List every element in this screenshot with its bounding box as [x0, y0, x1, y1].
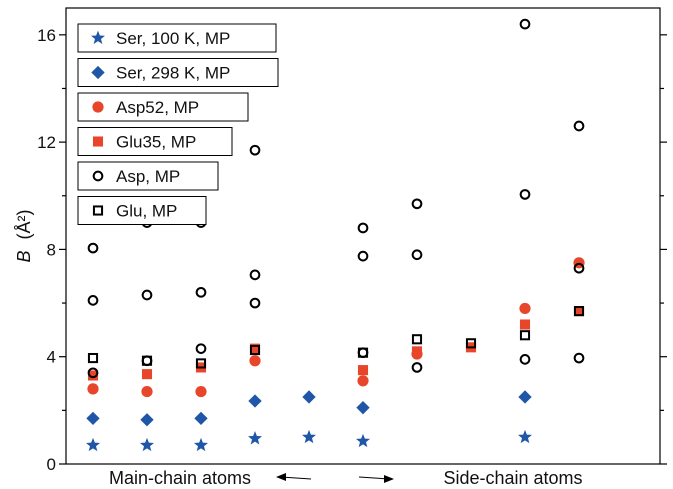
point-ser-298-k-mp — [356, 401, 370, 415]
right-arrow-head — [384, 475, 394, 483]
y-tick-label: 12 — [37, 133, 56, 152]
point-glu-mp — [573, 306, 585, 317]
point-glu35-mp — [573, 306, 585, 317]
legend-entry-box — [77, 92, 249, 122]
legend-label-asp-mp: Asp, MP — [116, 167, 180, 186]
point-ser-100-k-mp — [518, 429, 532, 444]
point-ser-298-k-mp — [194, 411, 208, 426]
point-glu-mp — [141, 355, 153, 366]
point-asp-mp — [573, 352, 585, 364]
legend-marker-glu35-mp — [92, 136, 104, 147]
legend-label-asp52-mp: Asp52, MP — [116, 98, 199, 117]
y-ticks — [59, 34, 667, 465]
legend-marker-asp52-mp — [92, 101, 104, 113]
point-asp-mp — [357, 250, 369, 262]
legend-marker-ser-298-k-mp — [91, 65, 105, 80]
point-glu-mp — [249, 344, 261, 356]
legend-label-ser-100-k-mp: Ser, 100 K, MP — [116, 29, 230, 48]
point-asp-mp — [141, 355, 153, 367]
point-ser-298-k-mp — [86, 411, 100, 426]
point-ser-100-k-mp — [194, 437, 208, 452]
point-glu-mp — [357, 347, 369, 358]
legend-entry-box — [77, 23, 277, 53]
point-asp-mp — [519, 189, 531, 200]
legend-label-glu35-mp: Glu35, MP — [116, 133, 196, 152]
point-asp52-mp — [141, 385, 153, 398]
y-axis-symbol: B — [14, 251, 34, 263]
point-glu35-mp — [87, 370, 99, 381]
point-ser-100-k-mp — [86, 437, 100, 452]
point-asp-mp — [573, 120, 585, 132]
y-tick-label: 16 — [37, 26, 56, 45]
point-asp-mp — [411, 362, 423, 373]
point-ser-298-k-mp — [248, 394, 262, 408]
y-axis-label: B (Å²) — [14, 209, 34, 262]
point-asp-mp — [573, 262, 585, 274]
point-glu35-mp — [519, 319, 531, 330]
legend-label-glu-mp: Glu, MP — [116, 202, 177, 221]
point-ser-298-k-mp — [302, 390, 316, 404]
point-asp-mp — [411, 249, 423, 261]
legend-entry-box — [77, 196, 207, 225]
side-chain-label: Side-chain atoms — [443, 468, 582, 488]
point-asp-mp — [357, 222, 369, 234]
point-glu35-mp — [141, 369, 153, 380]
point-asp-mp — [195, 286, 207, 298]
point-asp-mp — [519, 354, 531, 365]
point-glu-mp — [195, 358, 207, 369]
point-glu-mp — [411, 334, 423, 345]
point-asp-mp — [195, 343, 207, 354]
point-asp52-mp — [195, 385, 207, 398]
point-glu-mp — [87, 352, 99, 364]
point-glu-mp — [465, 338, 477, 349]
point-asp-mp — [87, 242, 99, 254]
point-asp-mp — [249, 297, 261, 309]
point-ser-100-k-mp — [248, 431, 262, 445]
point-glu-mp — [519, 330, 531, 341]
point-glu35-mp — [249, 343, 261, 354]
left-arrow-head — [276, 473, 286, 481]
point-ser-298-k-mp — [140, 413, 154, 427]
point-asp-mp — [249, 269, 261, 281]
annotation-side-chain: Side-chain atoms — [358, 468, 583, 488]
point-asp-mp — [519, 18, 531, 30]
point-glu35-mp — [357, 365, 369, 376]
y-tick-label: 0 — [47, 455, 56, 474]
point-asp-mp — [249, 144, 261, 156]
legend-marker-asp-mp — [92, 170, 104, 182]
y-tick-label: 4 — [47, 348, 56, 367]
point-asp-mp — [141, 289, 153, 301]
point-asp52-mp — [249, 355, 261, 367]
data-points — [86, 18, 585, 452]
plot-frame — [65, 7, 661, 465]
point-asp-mp — [87, 295, 99, 306]
main-chain-label: Main-chain atoms — [109, 468, 251, 488]
point-ser-100-k-mp — [356, 433, 370, 448]
point-glu35-mp — [411, 346, 423, 357]
legend-marker-glu-mp — [92, 205, 104, 216]
legend-entry-box — [77, 161, 219, 191]
legend: Ser, 100 K, MP Ser, 298 K, MP Asp52, MP Glu… — [77, 23, 279, 225]
point-asp52-mp — [519, 302, 531, 315]
legend-entry-box — [77, 127, 233, 156]
legend-entry-box — [77, 58, 279, 87]
point-asp52-mp — [87, 383, 99, 395]
y-tick-labels: 0 4 8 12 16 — [37, 26, 56, 474]
point-asp-mp — [87, 367, 99, 379]
point-asp-mp — [357, 347, 369, 359]
point-ser-100-k-mp — [302, 429, 316, 444]
point-ser-298-k-mp — [518, 390, 532, 404]
y-axis-unit: (Å²) — [14, 209, 34, 239]
legend-label-ser-298-k-mp: Ser, 298 K, MP — [116, 64, 230, 83]
legend-marker-ser-100-k-mp — [91, 30, 105, 44]
annotation-main-chain: Main-chain atoms — [109, 468, 312, 488]
point-ser-100-k-mp — [140, 437, 154, 452]
point-asp52-mp — [357, 375, 369, 387]
y-tick-label: 8 — [47, 240, 56, 259]
point-asp-mp — [411, 198, 423, 210]
